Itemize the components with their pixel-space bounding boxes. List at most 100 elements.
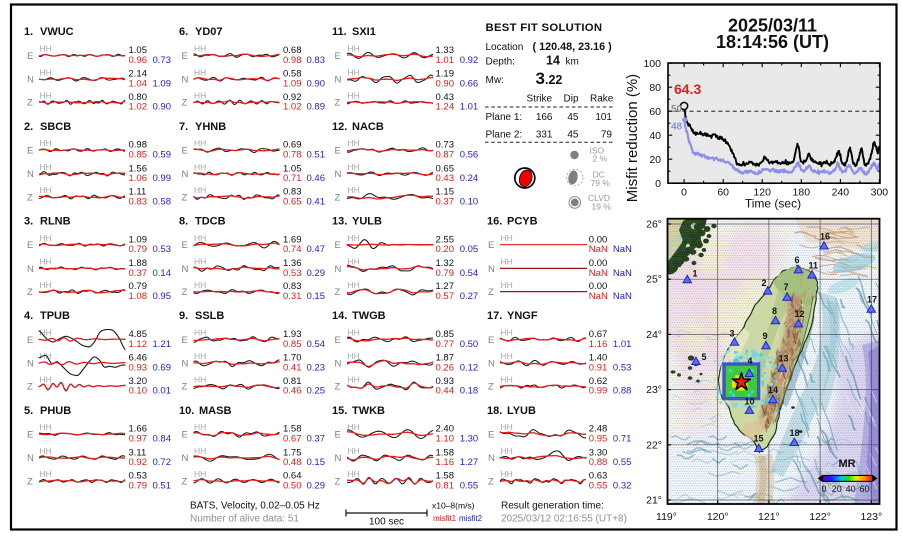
svg-text:E: E	[182, 146, 188, 157]
svg-text:2 %: 2 %	[593, 154, 608, 164]
svg-text:misfit2: misfit2	[459, 514, 483, 523]
svg-text:0.18: 0.18	[460, 386, 479, 397]
svg-text:240: 240	[832, 187, 850, 199]
svg-text:12.: 12.	[332, 121, 347, 133]
svg-text:0.10: 0.10	[460, 196, 479, 207]
svg-text:60: 60	[649, 106, 661, 118]
svg-text:1.56: 1.56	[129, 163, 148, 174]
svg-text:0.31: 0.31	[283, 291, 302, 302]
svg-text:HH: HH	[40, 233, 52, 243]
svg-text:121°: 121°	[758, 511, 780, 523]
svg-text:0.84: 0.84	[153, 433, 172, 444]
svg-text:0.85: 0.85	[436, 329, 455, 340]
svg-text:0.53: 0.53	[613, 362, 632, 373]
svg-text:4: 4	[748, 356, 753, 366]
svg-text:0.64: 0.64	[283, 471, 302, 482]
svg-text:E: E	[27, 146, 33, 157]
svg-text:E: E	[335, 335, 341, 346]
svg-text:0.53: 0.53	[153, 244, 172, 255]
svg-text:Z: Z	[27, 98, 33, 109]
svg-text:0.27: 0.27	[460, 291, 479, 302]
svg-text:1.01: 1.01	[460, 102, 479, 113]
svg-text:60: 60	[859, 484, 869, 494]
svg-text:0.99: 0.99	[589, 386, 608, 397]
svg-text:0.92: 0.92	[129, 457, 148, 468]
svg-text:0.54: 0.54	[460, 268, 479, 279]
svg-text:180: 180	[793, 187, 811, 199]
svg-text:0.92: 0.92	[460, 55, 479, 66]
svg-text:4.85: 4.85	[129, 329, 148, 340]
svg-text:1.02: 1.02	[283, 102, 302, 113]
svg-text:N: N	[335, 169, 342, 180]
svg-text:8.: 8.	[179, 216, 188, 228]
svg-text:( 120.48, 23.16 ): ( 120.48, 23.16 )	[533, 41, 613, 53]
svg-text:0.53: 0.53	[129, 471, 148, 482]
svg-text:HH: HH	[40, 257, 52, 267]
svg-text:YHNB: YHNB	[195, 121, 226, 133]
svg-text:TDCB: TDCB	[195, 216, 226, 228]
svg-text:2.55: 2.55	[436, 234, 455, 245]
svg-text:122°: 122°	[809, 511, 831, 523]
svg-text:1.15: 1.15	[436, 187, 455, 198]
svg-text:17.: 17.	[487, 310, 502, 322]
svg-text:Z: Z	[27, 287, 33, 298]
svg-text:25°: 25°	[646, 274, 662, 286]
svg-text:0.81: 0.81	[436, 480, 455, 491]
svg-text:0.83: 0.83	[283, 281, 302, 292]
svg-text:N: N	[27, 75, 34, 86]
svg-text:Strike: Strike	[527, 94, 553, 105]
svg-text:Misfit reduction (%): Misfit reduction (%)	[624, 74, 641, 202]
svg-text:HH: HH	[194, 374, 206, 384]
svg-text:HH: HH	[501, 351, 513, 361]
svg-text:E: E	[182, 51, 188, 62]
svg-text:HH: HH	[194, 233, 206, 243]
svg-text:1.58: 1.58	[436, 447, 455, 458]
svg-text:HH: HH	[40, 374, 52, 384]
svg-text:1.24: 1.24	[436, 102, 455, 113]
svg-text:0.59: 0.59	[153, 150, 172, 161]
svg-text:0.20: 0.20	[436, 244, 455, 255]
svg-text:1.30: 1.30	[460, 433, 479, 444]
svg-text:1.08: 1.08	[129, 291, 148, 302]
svg-text:LYUB: LYUB	[507, 405, 536, 417]
svg-text:1.58: 1.58	[436, 471, 455, 482]
svg-text:60: 60	[717, 187, 729, 199]
svg-text:17: 17	[867, 295, 877, 305]
svg-text:E: E	[488, 240, 494, 251]
svg-text:1.: 1.	[24, 26, 33, 38]
svg-text:1.69: 1.69	[283, 234, 302, 245]
svg-text:3: 3	[730, 329, 735, 339]
svg-text:DC: DC	[593, 170, 605, 180]
svg-text:16.: 16.	[487, 216, 502, 228]
svg-text:BATS, Velocity, 0.02–0.05 Hz: BATS, Velocity, 0.02–0.05 Hz	[190, 501, 320, 512]
svg-text:0.37: 0.37	[436, 196, 455, 207]
svg-text:2.: 2.	[24, 121, 33, 133]
svg-text:HH: HH	[348, 374, 360, 384]
svg-text:0.29: 0.29	[307, 480, 326, 491]
svg-text:0.90: 0.90	[307, 79, 326, 90]
svg-text:1.05: 1.05	[129, 45, 148, 56]
svg-text:300: 300	[871, 187, 889, 199]
svg-text:1.66: 1.66	[129, 424, 148, 435]
svg-text:0.63: 0.63	[589, 471, 608, 482]
svg-text:1.33: 1.33	[436, 45, 455, 56]
svg-text:7.: 7.	[179, 121, 188, 133]
svg-text:1.75: 1.75	[283, 447, 302, 458]
svg-text:0.81: 0.81	[283, 376, 302, 387]
svg-text:Result generation time:: Result generation time:	[501, 501, 604, 512]
svg-text:0.51: 0.51	[307, 150, 326, 161]
svg-text:0.37: 0.37	[307, 433, 326, 444]
svg-text:0.46: 0.46	[307, 173, 326, 184]
svg-text:HH: HH	[40, 138, 52, 148]
svg-text:0.12: 0.12	[460, 362, 479, 373]
svg-text:2: 2	[762, 278, 767, 288]
svg-text:NaN: NaN	[613, 244, 632, 255]
svg-text:19 %: 19 %	[592, 202, 612, 212]
svg-text:0.55: 0.55	[613, 457, 632, 468]
svg-text:PHUB: PHUB	[40, 405, 71, 417]
svg-text:N: N	[335, 75, 342, 86]
svg-text:7: 7	[784, 282, 789, 292]
svg-text:101: 101	[595, 112, 612, 123]
svg-text:0.69: 0.69	[153, 362, 172, 373]
svg-text:HH: HH	[348, 138, 360, 148]
